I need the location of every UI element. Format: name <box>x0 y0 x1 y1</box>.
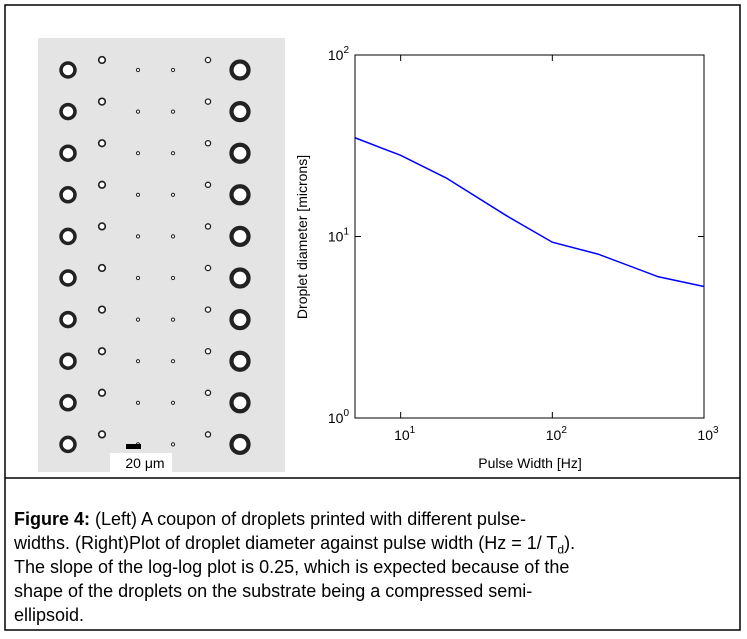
droplet <box>170 359 176 364</box>
droplet <box>135 109 141 114</box>
droplet <box>135 275 141 281</box>
droplet <box>229 267 251 289</box>
caption-line: The slope of the log-log plot is 0.25, w… <box>14 557 570 577</box>
droplet <box>204 223 212 230</box>
droplet <box>204 389 212 397</box>
droplet <box>204 139 212 147</box>
tick-exponent: 1 <box>410 425 416 436</box>
droplet <box>204 181 212 189</box>
droplet <box>229 142 251 164</box>
droplet <box>59 310 77 329</box>
droplet <box>97 305 107 314</box>
droplet <box>135 359 141 364</box>
droplet <box>59 186 77 204</box>
droplet <box>170 192 176 197</box>
droplet <box>170 234 176 239</box>
droplet <box>97 388 107 397</box>
droplet <box>204 56 212 64</box>
droplet <box>229 184 251 206</box>
droplet <box>229 308 251 331</box>
tick-label: 103 <box>697 425 719 443</box>
scale-label-box <box>110 453 172 473</box>
droplet <box>229 225 251 248</box>
droplet <box>97 263 107 273</box>
droplet <box>229 100 251 123</box>
data-line <box>354 137 705 288</box>
droplet <box>97 347 107 356</box>
droplet <box>59 394 77 412</box>
droplet <box>170 275 176 281</box>
droplet <box>135 192 141 197</box>
tick-label: 102 <box>328 45 350 63</box>
droplet <box>59 227 77 246</box>
droplet <box>135 317 141 322</box>
droplet <box>170 442 176 447</box>
droplet <box>135 67 141 73</box>
tick-label: 101 <box>394 425 416 443</box>
x-axis-label: Pulse Width [Hz] <box>478 455 581 471</box>
droplet <box>97 180 107 189</box>
tick-base: 10 <box>546 427 562 443</box>
tick-base: 10 <box>328 410 344 426</box>
droplet <box>135 151 141 156</box>
droplet <box>204 347 212 355</box>
tick-base: 10 <box>697 427 713 443</box>
droplet <box>170 151 176 156</box>
tick-base: 10 <box>328 47 344 63</box>
droplet <box>170 67 176 73</box>
tick-exponent: 2 <box>561 425 567 436</box>
tick-base: 10 <box>394 427 410 443</box>
tick-exponent: 2 <box>343 45 349 56</box>
droplet <box>97 430 107 439</box>
caption-text: widths. (Right)Plot of droplet diameter … <box>14 533 558 553</box>
droplet <box>229 392 251 414</box>
tick-label: 101 <box>328 227 350 245</box>
droplet <box>229 59 251 81</box>
plot-area <box>354 54 705 419</box>
tick-label: 100 <box>328 408 350 426</box>
caption-line: Figure 4: (Left) A coupon of droplets pr… <box>14 509 526 530</box>
droplet <box>229 350 251 372</box>
droplet <box>204 264 212 272</box>
droplet <box>97 139 107 148</box>
droplet <box>229 433 251 456</box>
droplet <box>204 98 212 105</box>
y-axis-label: Droplet diameter [microns] <box>294 155 310 319</box>
caption-line: widths. (Right)Plot of droplet diameter … <box>14 533 575 557</box>
droplet <box>97 97 107 106</box>
droplet <box>59 352 77 370</box>
droplet <box>135 234 141 239</box>
droplet <box>59 269 77 287</box>
scale-label: 20 μm <box>125 455 164 471</box>
droplet <box>59 102 77 121</box>
droplet <box>97 222 107 231</box>
droplet <box>59 61 77 79</box>
caption-line: shape of the droplets on the substrate b… <box>14 581 533 601</box>
caption-label: Figure 4: <box>14 509 91 529</box>
droplet <box>97 55 107 65</box>
caption-text: ). <box>564 533 576 553</box>
caption-text: (Left) A coupon of droplets printed with… <box>95 509 526 529</box>
tick-base: 10 <box>328 229 344 245</box>
droplet <box>204 306 212 313</box>
tick-exponent: 1 <box>343 227 349 238</box>
droplet <box>59 144 77 162</box>
caption-subscript: d <box>557 542 565 557</box>
droplet <box>170 317 176 322</box>
tick-label: 102 <box>546 425 568 443</box>
droplet <box>135 400 141 405</box>
droplet <box>170 400 176 405</box>
tick-exponent: 0 <box>343 408 349 419</box>
caption-line: ellipsoid. <box>14 605 85 625</box>
droplet <box>170 109 176 114</box>
droplet <box>59 435 77 454</box>
tick-exponent: 3 <box>713 425 719 436</box>
droplet <box>204 431 212 438</box>
scale-bar <box>126 444 141 449</box>
